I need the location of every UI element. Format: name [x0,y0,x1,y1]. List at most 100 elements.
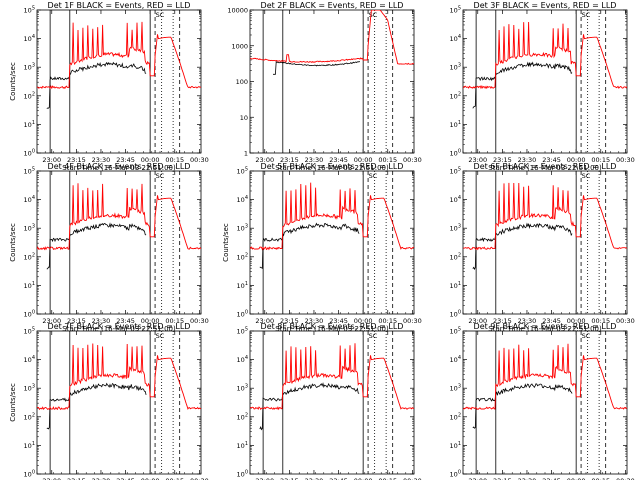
x-tick-label: 23:15 [67,156,86,164]
x-tick-label: 00:00 [354,317,373,325]
y-tick-label: 104 [237,355,248,364]
x-tick-label: 23:15 [280,156,299,164]
x-axis-label: Start Time (16-Mar-03 22:51:00) [62,164,176,172]
plot-frame [249,330,415,475]
y-tick-label: 100 [24,149,35,158]
y-tick-label: 105 [450,6,461,15]
panel-title: Det 8F BLACK = Events, RED = LLD [261,322,404,331]
x-tick-label: 23:15 [493,477,512,480]
y-tick-label: 100 [237,470,248,479]
series-lld-line [250,182,414,251]
y-tick-label: 102 [237,252,248,261]
y-tick-label: 103 [450,224,461,233]
x-tick-label: 23:00 [255,477,274,480]
panel-det-7: Det 7F BLACK = Events, RED = LLD 100 101 10… [9,322,209,480]
y-tick-label: 100 [24,470,35,479]
y-axis-label: Counts/sec [9,223,17,262]
plot-frame [462,330,628,475]
saa-flag-label: SC [156,172,165,180]
series-events-line [46,222,147,270]
panel-title: Det 6F BLACK = Events, RED = LLD [474,162,617,171]
x-tick-label: 00:00 [141,156,160,164]
y-tick-label: 104 [450,34,461,43]
x-tick-label: 00:15 [165,317,184,325]
x-tick-label: 23:00 [468,477,487,480]
plot-frame [36,9,202,154]
x-tick-label: 00:00 [567,477,586,480]
y-tick-label: 102 [450,412,461,421]
panel-det-1: Det 1F BLACK = Events, RED = LLD 100 101 10… [9,1,209,172]
series-events-line [46,61,147,109]
plot-frame [249,9,415,154]
y-tick-label: 101 [24,441,35,450]
series-lld-line [250,343,414,411]
x-tick-label: 00:00 [567,317,586,325]
x-tick-label: 00:00 [141,317,160,325]
series-events-line [472,61,573,109]
series-lld-line [37,343,201,411]
x-axis-label: Start Time (16-Mar-03 22:51:00) [488,325,602,333]
saa-flag-label: SC [156,332,165,340]
series-events-line [259,222,360,270]
y-tick-label: 105 [24,167,35,176]
series-lld-line [37,183,201,251]
y-tick-label: 102 [450,252,461,261]
plot-frame [462,170,628,315]
x-tick-label: 00:30 [403,156,422,164]
y-tick-label: 100 [237,310,248,319]
series-lld-line [463,343,627,411]
x-tick-label: 00:15 [591,317,610,325]
y-tick-label: 104 [24,355,35,364]
x-tick-label: 23:00 [42,156,61,164]
plot-frame [36,170,202,315]
series-lld-line [463,21,627,90]
x-tick-label: 00:30 [616,156,635,164]
x-tick-label: 23:45 [329,317,348,325]
x-tick-label: 00:00 [141,477,160,480]
y-tick-label: 1 [244,150,248,158]
y-tick-label: 100 [24,310,35,319]
panel-title: Det 5F BLACK = Events, RED = LLD [261,162,404,171]
x-tick-label: 23:15 [67,317,86,325]
series-lld-line [463,182,627,251]
x-tick-label: 00:30 [190,477,209,480]
y-tick-label: 104 [450,355,461,364]
y-tick-label: 101 [450,281,461,290]
series-events-line [46,382,147,430]
y-tick-label: 102 [450,91,461,100]
x-axis-label: Start Time (16-Mar-03 22:51:00) [275,164,389,172]
panel-title: Det 9F BLACK = Events, RED = LLD [474,322,617,331]
panel-det-4: Det 4F BLACK = Events, RED = LLD 100 101 10… [9,162,209,333]
x-axis-label: Start Time (16-Mar-03 22:51:00) [488,164,602,172]
x-tick-label: 23:30 [92,156,111,164]
x-tick-label: 00:00 [354,156,373,164]
x-tick-label: 23:30 [305,477,324,480]
panel-det-2: Det 2F BLACK = Events, RED = LLD 1 10 100 10… [227,1,421,172]
saa-flag-label: SC [369,172,378,180]
panel-title: Det 3F BLACK = Events, RED = LLD [474,1,617,10]
plot-frame [462,9,628,154]
x-tick-label: 23:15 [493,317,512,325]
x-tick-label: 00:30 [190,317,209,325]
y-tick-label: 1000 [231,42,248,50]
x-tick-label: 00:00 [567,156,586,164]
x-tick-label: 23:45 [116,156,135,164]
x-tick-label: 00:30 [403,317,422,325]
x-tick-label: 00:15 [591,477,610,480]
y-tick-label: 100 [450,149,461,158]
saa-flag-label: SC [582,11,591,19]
y-tick-label: 101 [237,441,248,450]
series-events-line [472,383,573,429]
y-tick-label: 103 [24,224,35,233]
x-tick-label: 00:30 [616,317,635,325]
panel-det-5: Det 5F BLACK = Events, RED = LLD 100 101 10… [222,162,422,333]
y-tick-label: 101 [450,441,461,450]
x-tick-label: 23:30 [92,477,111,480]
x-tick-label: 00:15 [165,477,184,480]
x-tick-label: 23:15 [280,477,299,480]
x-tick-label: 23:00 [42,477,61,480]
x-tick-label: 23:00 [468,156,487,164]
y-tick-label: 100 [236,78,248,86]
y-tick-label: 103 [237,384,248,393]
